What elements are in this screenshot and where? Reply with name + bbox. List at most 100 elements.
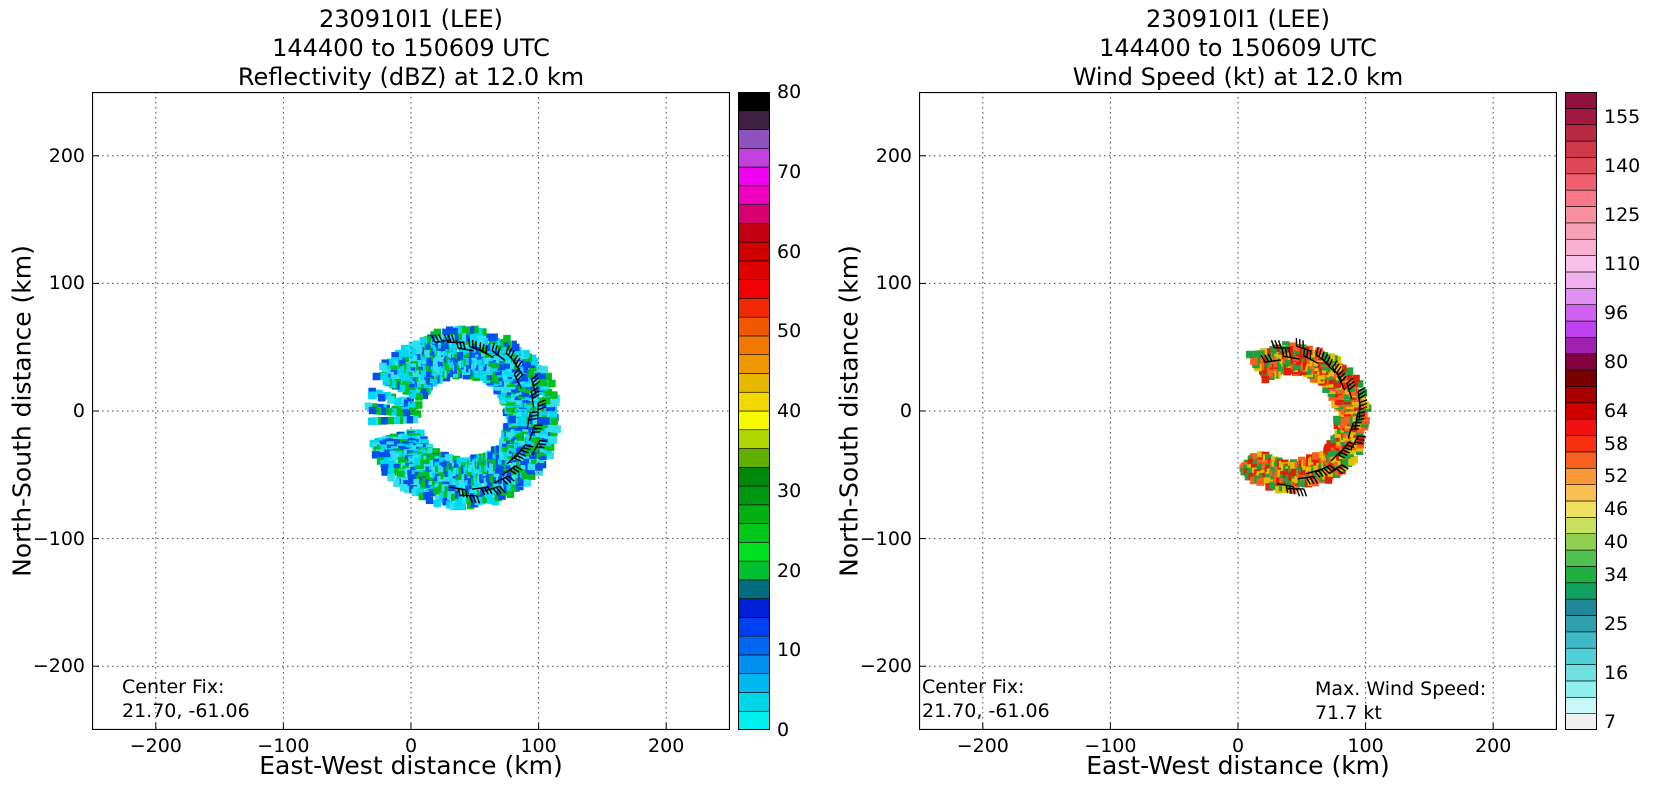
echo-cell (513, 397, 521, 406)
echo-cell (489, 352, 498, 361)
wind-barb-flag (1348, 441, 1357, 446)
wind-barb-flag (529, 410, 539, 414)
echo-cell (542, 417, 550, 425)
echo-cell (377, 393, 386, 402)
echo-cell (527, 462, 536, 471)
echo-cell (393, 397, 402, 406)
wind-barb (449, 486, 466, 491)
echo-cell (1259, 366, 1267, 375)
echo-cell (546, 451, 554, 460)
echo-cell (408, 456, 416, 464)
y-tick-label: −100 (32, 527, 85, 550)
echo-cell (520, 373, 529, 382)
colorbar-swatch (1565, 533, 1597, 551)
y-tick-label: 0 (899, 400, 912, 422)
wind-barb (1332, 366, 1343, 381)
wind-barb-flag (447, 334, 452, 343)
echo-cell (433, 499, 442, 508)
echo-cell (401, 357, 410, 365)
echo-cell (462, 496, 470, 504)
wind-barb-flag (1341, 464, 1349, 470)
echo-cell (423, 336, 432, 344)
wind-barb (1296, 345, 1313, 352)
echo-cell (528, 354, 537, 363)
echo-cell (1264, 454, 1273, 462)
wind-barb (1328, 464, 1343, 475)
echo-cell (425, 496, 434, 505)
colorbar-tick-label: 140 (1604, 154, 1641, 177)
wind-barb-flag (1336, 366, 1342, 374)
colorbar-swatch (1565, 222, 1597, 240)
wind-barb-flag (499, 485, 506, 493)
echo-cell (454, 502, 462, 510)
colorbar-swatch (738, 710, 770, 730)
wind-barb (1337, 375, 1346, 391)
echo-cell (413, 478, 421, 487)
wind-barb-flag (1358, 435, 1367, 438)
echo-cell (451, 335, 459, 343)
y-tick-label: 0 (72, 400, 85, 422)
y-tick-label: −100 (859, 527, 912, 550)
echo-cell (488, 466, 496, 475)
echo-cell (467, 460, 475, 468)
echo-cell (491, 497, 500, 506)
echo-cell (552, 398, 560, 407)
wind-barb-flag (1348, 384, 1356, 391)
echo-cell (368, 417, 376, 426)
wind-barb (1283, 355, 1300, 360)
colorbar-frame (1565, 92, 1597, 730)
echo-cell (1343, 391, 1351, 400)
center-fix-label: Center Fix: (922, 676, 1025, 698)
y-tick-label: −200 (859, 655, 912, 678)
echo-cell (462, 371, 471, 380)
chart-title-line-1: 230910I1 (LEE) (318, 5, 504, 33)
echo-cell (1358, 395, 1367, 404)
colorbar-swatch (1565, 713, 1597, 730)
colorbar-swatch (738, 166, 770, 187)
colorbar-tick-label: 80 (777, 81, 802, 103)
wind-barb (491, 350, 506, 362)
echo-cell (531, 456, 539, 465)
max-wind-label: Max. Wind Speed: (1315, 678, 1487, 700)
echo-cell (401, 376, 409, 385)
echo-cell (1342, 386, 1350, 395)
wind-barb-flag (513, 457, 522, 462)
echo-cell (412, 340, 420, 348)
echo-cell (1280, 359, 1288, 368)
echo-cell (1324, 476, 1333, 484)
colorbar-swatch (1565, 484, 1597, 502)
colorbar-swatch (1565, 140, 1597, 158)
colorbar-swatch (1565, 435, 1597, 453)
echo-cell (397, 470, 405, 478)
wind-barb-flag (507, 347, 513, 356)
echo-cell (445, 369, 454, 378)
wind-barb-flag (1338, 466, 1346, 472)
wind-barb-flag (434, 334, 440, 343)
wind-barb-flag (536, 446, 545, 449)
echo-cell (530, 444, 538, 453)
echo-cell (527, 472, 536, 480)
echo-cell (499, 396, 507, 404)
echo-cell (1283, 367, 1291, 376)
echo-cell (462, 326, 471, 335)
echo-cell (539, 452, 547, 461)
colorbar-swatch (1565, 517, 1597, 534)
colorbar-swatch (1565, 615, 1597, 633)
wind-barb (1347, 422, 1355, 438)
echo-cell (434, 495, 443, 503)
wind-barb-flag (494, 345, 498, 354)
echo-cell (414, 349, 422, 358)
colorbar-swatch (1565, 402, 1597, 420)
wind-barb-flag (1285, 485, 1289, 494)
echo-cell (1340, 381, 1348, 390)
wind-barb (1349, 435, 1359, 451)
colorbar-swatch (738, 373, 770, 393)
echo-cell (400, 399, 408, 407)
wind-barb-flag (518, 452, 527, 457)
echo-cell (1256, 464, 1265, 473)
wind-speed-panel: 230910I1 (LEE) 144400 to 150609 UTC Wind… (827, 0, 1654, 787)
echo-cell (503, 334, 511, 343)
wind-barbs (430, 334, 548, 504)
echo-cell (380, 417, 388, 425)
echo-cell (508, 415, 516, 424)
